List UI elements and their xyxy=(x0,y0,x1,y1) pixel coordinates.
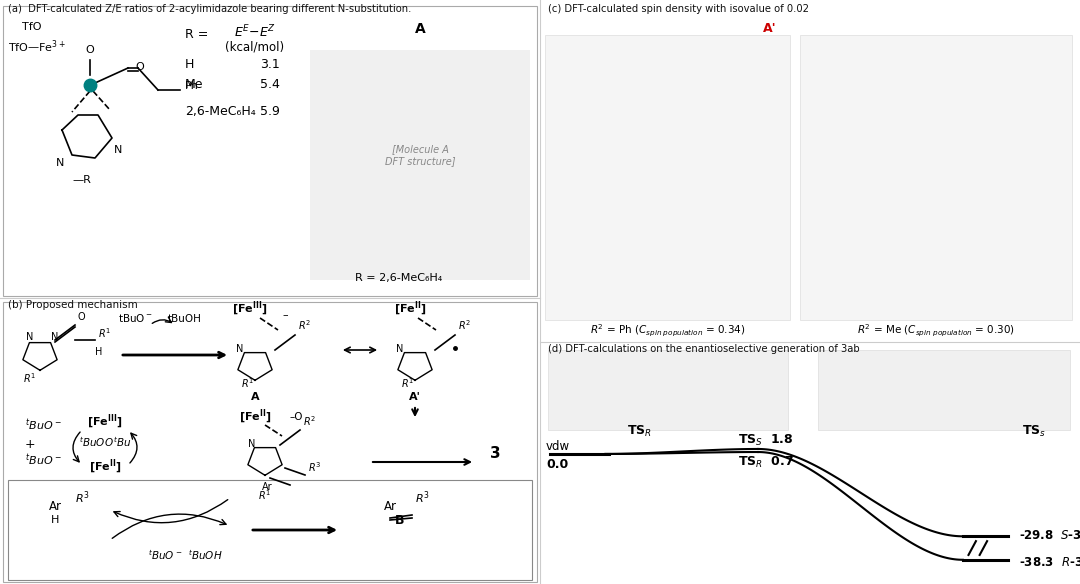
Text: TfO—Fe$^{3+}$: TfO—Fe$^{3+}$ xyxy=(8,38,66,54)
Text: $R^2$: $R^2$ xyxy=(458,318,471,332)
Text: 5.4: 5.4 xyxy=(260,78,280,91)
Text: N: N xyxy=(113,145,122,155)
Text: N: N xyxy=(248,439,256,449)
Text: 3: 3 xyxy=(490,446,501,461)
Text: 2,6-MeC₆H₄: 2,6-MeC₆H₄ xyxy=(185,105,256,118)
Text: —R: —R xyxy=(72,175,92,185)
Text: O: O xyxy=(78,312,85,322)
Text: $R^2$ = Me ($C_{spin\ population}$ = 0.30): $R^2$ = Me ($C_{spin\ population}$ = 0.3… xyxy=(858,323,1015,339)
Text: $\mathbf{[Fe^{II}]}$: $\mathbf{[Fe^{II}]}$ xyxy=(394,300,427,318)
Text: vdw: vdw xyxy=(545,440,570,453)
FancyBboxPatch shape xyxy=(800,35,1072,320)
Text: $^tBuOO^tBu$: $^tBuOO^tBu$ xyxy=(79,435,131,449)
Text: $R^1$: $R^1$ xyxy=(24,371,37,385)
Text: -38.3  $R$‐3ab(Fe): -38.3 $R$‐3ab(Fe) xyxy=(1018,554,1080,569)
FancyBboxPatch shape xyxy=(3,6,537,296)
Text: A': A' xyxy=(764,22,777,35)
Text: tBuOH: tBuOH xyxy=(168,314,202,324)
FancyBboxPatch shape xyxy=(310,50,530,280)
Text: TS$_R$  0.7: TS$_R$ 0.7 xyxy=(738,455,794,470)
Text: Ph: Ph xyxy=(185,81,199,91)
Text: $^tBuO^-$: $^tBuO^-$ xyxy=(148,548,183,562)
Text: $R^2$: $R^2$ xyxy=(303,414,316,428)
Text: $\mathbf{[Fe^{III}]}$: $\mathbf{[Fe^{III}]}$ xyxy=(232,300,268,318)
Text: O: O xyxy=(85,45,94,55)
Text: $^tBuOH$: $^tBuOH$ xyxy=(188,548,222,562)
Text: R =: R = xyxy=(185,28,208,41)
Text: +: + xyxy=(25,438,36,451)
Text: Ar: Ar xyxy=(383,500,396,513)
Text: $\mathbf{[Fe^{II}]}$: $\mathbf{[Fe^{II}]}$ xyxy=(89,457,121,475)
Text: $R^1$: $R^1$ xyxy=(402,376,415,390)
Text: A: A xyxy=(415,22,426,36)
Text: Ar: Ar xyxy=(49,500,62,513)
Text: –O: –O xyxy=(291,412,303,422)
Text: $\mathbf{[Fe^{II}]}$: $\mathbf{[Fe^{II}]}$ xyxy=(239,408,271,426)
Text: H: H xyxy=(185,58,194,71)
FancyBboxPatch shape xyxy=(8,480,532,580)
Text: N: N xyxy=(26,332,33,342)
Text: N: N xyxy=(237,344,244,354)
Text: (b) Proposed mechanism: (b) Proposed mechanism xyxy=(8,300,138,310)
Text: H: H xyxy=(95,347,103,357)
Text: 5.9: 5.9 xyxy=(260,105,280,118)
Text: H: H xyxy=(51,515,59,525)
Text: A': A' xyxy=(409,392,421,402)
Text: $E^E$−$E^Z$: $E^E$−$E^Z$ xyxy=(234,24,276,41)
Text: TS$_R$: TS$_R$ xyxy=(626,423,651,439)
FancyBboxPatch shape xyxy=(548,350,788,430)
Text: N: N xyxy=(56,158,64,168)
Text: N: N xyxy=(396,344,404,354)
Text: TS$_s$: TS$_s$ xyxy=(1022,423,1045,439)
Text: [Molecule A
DFT structure]: [Molecule A DFT structure] xyxy=(384,144,456,166)
Text: $R^3$: $R^3$ xyxy=(308,460,322,474)
Text: R = 2,6-MeC₆H₄: R = 2,6-MeC₆H₄ xyxy=(355,273,442,283)
Text: 0.0: 0.0 xyxy=(545,458,568,471)
Text: $R^1$: $R^1$ xyxy=(242,376,255,390)
Text: (kcal/mol): (kcal/mol) xyxy=(226,40,284,53)
Text: Me: Me xyxy=(185,78,203,91)
Text: (d) DFT-calculations on the enantioselective generation of 3ab: (d) DFT-calculations on the enantioselec… xyxy=(548,344,860,354)
Text: $R^1$: $R^1$ xyxy=(258,488,271,502)
Text: $R^2$: $R^2$ xyxy=(298,318,311,332)
Text: $R^3$: $R^3$ xyxy=(415,490,430,506)
Text: N: N xyxy=(52,332,58,342)
Text: TS$_S$  1.8: TS$_S$ 1.8 xyxy=(738,433,793,447)
FancyBboxPatch shape xyxy=(818,350,1070,430)
FancyBboxPatch shape xyxy=(545,35,789,320)
FancyBboxPatch shape xyxy=(3,302,537,582)
Text: $R^3$: $R^3$ xyxy=(75,490,90,506)
Text: –: – xyxy=(282,310,287,320)
Text: $^tBuO^-$: $^tBuO^-$ xyxy=(25,418,62,433)
Text: $^tBuO^-$: $^tBuO^-$ xyxy=(25,452,62,468)
Text: $R^1$: $R^1$ xyxy=(98,326,111,340)
Text: A: A xyxy=(251,392,259,402)
Text: B: B xyxy=(395,514,405,527)
Text: TfO: TfO xyxy=(22,22,41,32)
Text: -29.8  $S$‐3ab(Fe): -29.8 $S$‐3ab(Fe) xyxy=(1018,527,1080,543)
Text: (a)  DFT-calculated Z/E ratios of 2-acylimidazole bearing different N-substituti: (a) DFT-calculated Z/E ratios of 2-acyli… xyxy=(8,4,411,14)
Text: tBuO$^-$: tBuO$^-$ xyxy=(118,312,152,324)
Text: $R^2$ = Ph ($C_{spin\ population}$ = 0.34): $R^2$ = Ph ($C_{spin\ population}$ = 0.3… xyxy=(591,323,745,339)
Text: 3.1: 3.1 xyxy=(260,58,280,71)
Text: O: O xyxy=(136,62,145,72)
Text: (c) DFT-calculated spin density with isovalue of 0.02: (c) DFT-calculated spin density with iso… xyxy=(548,4,809,14)
Text: Ar: Ar xyxy=(262,482,272,492)
Text: $\mathbf{[Fe^{III}]}$: $\mathbf{[Fe^{III}]}$ xyxy=(87,412,123,430)
